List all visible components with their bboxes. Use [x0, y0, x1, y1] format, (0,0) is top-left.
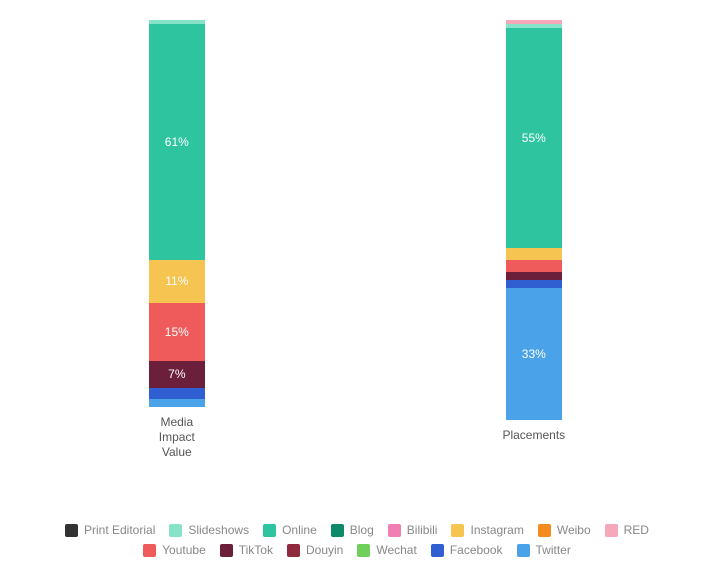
legend-label: Douyin [306, 543, 343, 557]
legend-label: Online [282, 523, 317, 537]
segment-value-label: 55 [522, 131, 535, 145]
legend-label: Bilibili [407, 523, 438, 537]
bar-segment-tiktok: 7% [149, 361, 205, 388]
legend-swatch [331, 524, 344, 537]
legend-label: Youtube [162, 543, 206, 557]
bar-segment-online: 55% [506, 28, 562, 248]
percent-sign: % [178, 135, 189, 149]
legend-swatch [517, 544, 530, 557]
segment-value-label: 15 [165, 325, 178, 339]
bar-group: 33%55%Placements [502, 20, 565, 460]
bar-segment-youtube [506, 260, 562, 272]
legend-label: Facebook [450, 543, 503, 557]
legend-label: Twitter [536, 543, 571, 557]
stacked-bar: 33%55% [506, 20, 562, 420]
bar-segment-twitter: 33% [506, 288, 562, 420]
bar-segment-facebook [506, 280, 562, 288]
legend-item-red: RED [605, 523, 649, 537]
legend-item-online: Online [263, 523, 317, 537]
legend-item-facebook: Facebook [431, 543, 503, 557]
legend-swatch [220, 544, 233, 557]
bar-segment-youtube: 15% [149, 303, 205, 361]
legend-item-youtube: Youtube [143, 543, 206, 557]
legend-swatch [538, 524, 551, 537]
legend-label: RED [624, 523, 649, 537]
legend-item-wechat: Wechat [357, 543, 416, 557]
legend-item-blog: Blog [331, 523, 374, 537]
bar-segment-twitter [149, 399, 205, 407]
bar-segment-tiktok [506, 272, 562, 280]
percent-sign: % [535, 131, 546, 145]
percent-sign: % [175, 367, 186, 381]
bar-segment-facebook [149, 388, 205, 400]
legend-item-slideshows: Slideshows [169, 523, 249, 537]
legend-swatch [605, 524, 618, 537]
legend-swatch [357, 544, 370, 557]
legend-label: Weibo [557, 523, 591, 537]
legend-item-douyin: Douyin [287, 543, 343, 557]
legend-item-instagram: Instagram [451, 523, 523, 537]
axis-label: Media Impact Value [159, 415, 195, 460]
legend-item-bilibili: Bilibili [388, 523, 438, 537]
legend-swatch [431, 544, 444, 557]
legend-label: TikTok [239, 543, 273, 557]
legend-swatch [263, 524, 276, 537]
percent-sign: % [178, 274, 189, 288]
percent-sign: % [535, 347, 546, 361]
legend-item-print_editorial: Print Editorial [65, 523, 155, 537]
segment-value-label: 11 [165, 274, 177, 288]
segment-value-label: 61 [165, 135, 178, 149]
legend-item-tiktok: TikTok [220, 543, 273, 557]
legend-label: Print Editorial [84, 523, 155, 537]
bar-segment-online: 61% [149, 24, 205, 260]
legend-label: Instagram [470, 523, 523, 537]
bar-segment-instagram [506, 248, 562, 260]
legend-swatch [169, 524, 182, 537]
legend-swatch [65, 524, 78, 537]
segment-value-label: 7 [168, 367, 175, 381]
legend-item-weibo: Weibo [538, 523, 591, 537]
legend-label: Wechat [376, 543, 416, 557]
legend-swatch [143, 544, 156, 557]
legend-swatch [451, 524, 464, 537]
legend-label: Blog [350, 523, 374, 537]
chart-area: 7%15%11%61%Media Impact Value33%55%Place… [0, 20, 714, 460]
bar-segment-instagram: 11% [149, 260, 205, 303]
bar-group: 7%15%11%61%Media Impact Value [149, 20, 205, 460]
legend-item-twitter: Twitter [517, 543, 571, 557]
legend: Print Editorial Slideshows Online Blog Bilib… [30, 523, 684, 557]
segment-value-label: 33 [522, 347, 535, 361]
legend-swatch [388, 524, 401, 537]
stacked-bar: 7%15%11%61% [149, 20, 205, 407]
legend-label: Slideshows [188, 523, 249, 537]
legend-swatch [287, 544, 300, 557]
axis-label: Placements [502, 428, 565, 443]
percent-sign: % [178, 325, 189, 339]
